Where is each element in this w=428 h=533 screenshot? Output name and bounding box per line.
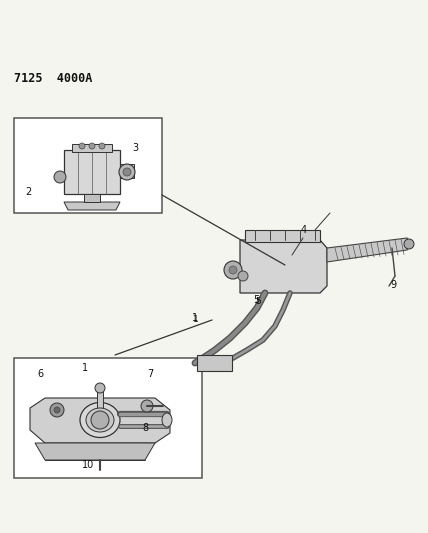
Polygon shape [327, 238, 412, 262]
Text: 4: 4 [301, 225, 307, 235]
Text: 2: 2 [25, 187, 31, 197]
Circle shape [54, 171, 66, 183]
Text: 5: 5 [255, 297, 261, 306]
Text: 1: 1 [193, 316, 199, 325]
Text: 6: 6 [37, 369, 43, 379]
Circle shape [79, 143, 85, 149]
Circle shape [54, 407, 60, 413]
Text: 5: 5 [253, 295, 259, 305]
Circle shape [141, 400, 153, 412]
Polygon shape [30, 398, 170, 443]
Polygon shape [64, 202, 120, 210]
Bar [97, 390, 103, 418]
Text: 3: 3 [132, 143, 138, 153]
Circle shape [238, 271, 248, 281]
Ellipse shape [162, 413, 172, 427]
Circle shape [50, 403, 64, 417]
Circle shape [229, 266, 237, 274]
Bar [120, 164, 134, 178]
Bar [72, 144, 112, 152]
Circle shape [89, 143, 95, 149]
Circle shape [404, 239, 414, 249]
Text: 7125  4000A: 7125 4000A [14, 72, 92, 85]
Bar [14, 118, 162, 213]
Text: 9: 9 [390, 280, 396, 290]
Bar [64, 150, 120, 194]
Circle shape [123, 168, 131, 176]
Bar [14, 358, 202, 478]
Bar [84, 194, 100, 202]
Text: 10: 10 [82, 460, 94, 470]
Ellipse shape [86, 408, 114, 432]
Polygon shape [35, 443, 155, 460]
Text: 7: 7 [147, 369, 153, 379]
Ellipse shape [80, 402, 120, 438]
Circle shape [95, 383, 105, 393]
Circle shape [119, 164, 135, 180]
Bar [245, 230, 320, 242]
Polygon shape [240, 240, 327, 293]
Text: 1: 1 [82, 363, 88, 373]
Text: 8: 8 [142, 423, 148, 433]
Text: 1: 1 [192, 313, 198, 323]
Bar [197, 355, 232, 371]
Circle shape [91, 411, 109, 429]
Circle shape [99, 143, 105, 149]
Circle shape [224, 261, 242, 279]
